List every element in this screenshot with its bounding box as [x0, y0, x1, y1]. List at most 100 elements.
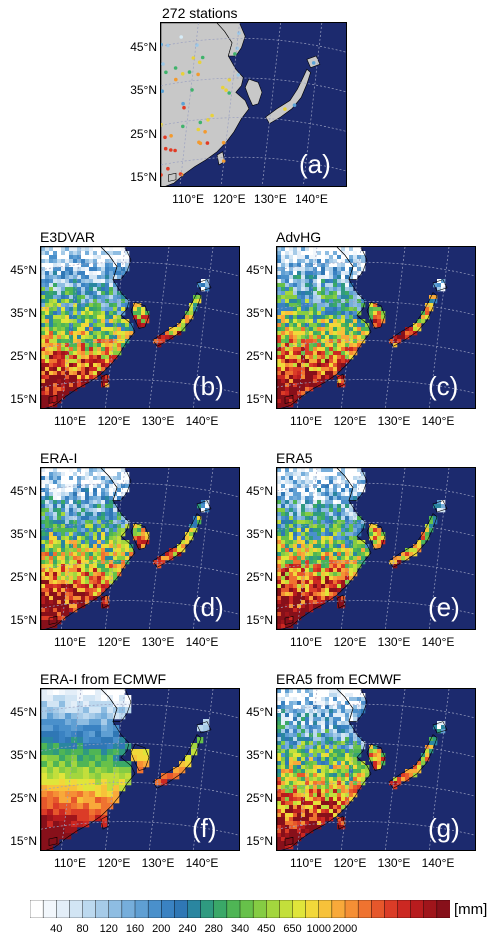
- colorbar-tick-label: 450: [257, 923, 276, 935]
- map-b: [40, 246, 240, 409]
- colorbar-bin: [357, 900, 372, 918]
- coastline: [130, 744, 150, 771]
- station-dot: [178, 172, 183, 176]
- latitude-gridline: [41, 261, 239, 277]
- panel-title: AdvHG: [276, 229, 322, 245]
- latitude-gridline: [277, 301, 475, 316]
- station-dot: [237, 31, 241, 35]
- station-dot: [161, 62, 165, 66]
- latitude-label: 15°N: [130, 169, 157, 184]
- precip-field: [41, 468, 210, 629]
- coastline: [432, 500, 448, 513]
- panel-tag: (c): [428, 371, 459, 401]
- coastline: [48, 615, 58, 625]
- latitude-gridline: [277, 743, 475, 758]
- map-canvas: [277, 247, 475, 408]
- longitude-label: 110°E: [54, 635, 86, 649]
- longitude-label: 120°E: [97, 414, 131, 428]
- longitude-label: 130°E: [377, 856, 411, 870]
- latitude-gridline: [41, 600, 239, 615]
- coastline: [336, 815, 346, 830]
- latitude-gridline: [277, 522, 475, 537]
- station-dot: [163, 146, 168, 151]
- longitude-gridline: [60, 468, 82, 629]
- coastline: [196, 500, 212, 513]
- colorbar-tick-label: 120: [99, 923, 118, 935]
- station-dot: [198, 120, 203, 125]
- coastline: [152, 513, 202, 568]
- station-dot: [187, 70, 192, 74]
- station-dot: [181, 101, 185, 106]
- panel-tag: (g): [428, 813, 460, 843]
- station-dot: [163, 135, 167, 140]
- coastline: [336, 594, 346, 609]
- latitude-gridline: [161, 77, 346, 93]
- longitude-gridline: [296, 689, 318, 850]
- colorbar-bin: [239, 900, 254, 918]
- panel-title: ERA5 from ECMWF: [276, 671, 402, 687]
- latitude-label: 35°N: [246, 306, 273, 321]
- coastline: [432, 279, 448, 292]
- panel-tag: (a): [299, 149, 331, 179]
- latitude-label: 45°N: [246, 484, 273, 499]
- coastline: [196, 279, 212, 292]
- station-dot: [161, 173, 163, 177]
- longitude-gridline: [384, 689, 406, 850]
- colorbar-bin: [147, 900, 162, 918]
- colorbar-tick-label: 280: [204, 923, 223, 935]
- coastline: [432, 721, 448, 734]
- coastline: [388, 292, 438, 347]
- longitude-gridline: [340, 468, 362, 629]
- latitude-label: 35°N: [246, 527, 273, 542]
- colorbar-bin: [174, 900, 188, 918]
- station-dot: [181, 124, 185, 129]
- longitude-label: 110°E: [54, 414, 86, 428]
- latitude-label: 15°N: [246, 392, 273, 407]
- colorbar-tick-label: 200: [152, 923, 171, 935]
- map-f: [40, 688, 240, 851]
- latitude-label: 35°N: [10, 306, 37, 321]
- latitude-label: 35°N: [10, 748, 37, 763]
- station-dot: [179, 35, 183, 39]
- station-dot: [196, 127, 201, 132]
- colorbar-bin: [226, 900, 241, 918]
- longitude-label: 140°E: [421, 414, 455, 428]
- panel-title: ERA5: [276, 450, 313, 466]
- latitude-gridline: [41, 482, 239, 498]
- colorbar-bin: [344, 900, 359, 918]
- colorbar-unit: [mm]: [454, 901, 488, 918]
- latitude-label: 15°N: [10, 392, 37, 407]
- colorbar-bin: [410, 900, 425, 918]
- latitude-gridline: [161, 117, 346, 132]
- map-canvas: [41, 468, 239, 629]
- land-shape: [168, 172, 177, 182]
- station-dot: [166, 43, 170, 48]
- latitude-label: 25°N: [246, 570, 273, 585]
- colorbar-bin: [108, 900, 123, 918]
- longitude-gridline: [296, 247, 318, 408]
- station-dot: [164, 70, 168, 75]
- latitude-label: 15°N: [246, 834, 273, 849]
- longitude-gridline: [60, 689, 82, 850]
- station-dot: [227, 91, 231, 95]
- station-dot: [182, 105, 186, 110]
- coastline: [388, 734, 438, 789]
- precip-field: [277, 468, 446, 629]
- panel-tag: (b): [192, 371, 224, 401]
- colorbar-bin: [436, 900, 450, 918]
- colorbar-bin: [134, 900, 149, 918]
- map-c: [276, 246, 476, 409]
- station-dot: [197, 60, 202, 65]
- latitude-gridline: [277, 821, 475, 836]
- station-dot: [166, 166, 170, 171]
- colorbar-bin: [200, 900, 215, 918]
- colorbar-bin: [42, 900, 57, 918]
- longitude-label: 120°E: [97, 856, 131, 870]
- colorbar-tick-label: 1000: [306, 923, 331, 935]
- longitude-label: 140°E: [421, 635, 455, 649]
- colorbar-bin: [82, 900, 97, 918]
- latitude-label: 25°N: [130, 126, 157, 141]
- coastline: [48, 836, 58, 846]
- longitude-gridline: [428, 689, 450, 850]
- station-dot: [173, 66, 178, 70]
